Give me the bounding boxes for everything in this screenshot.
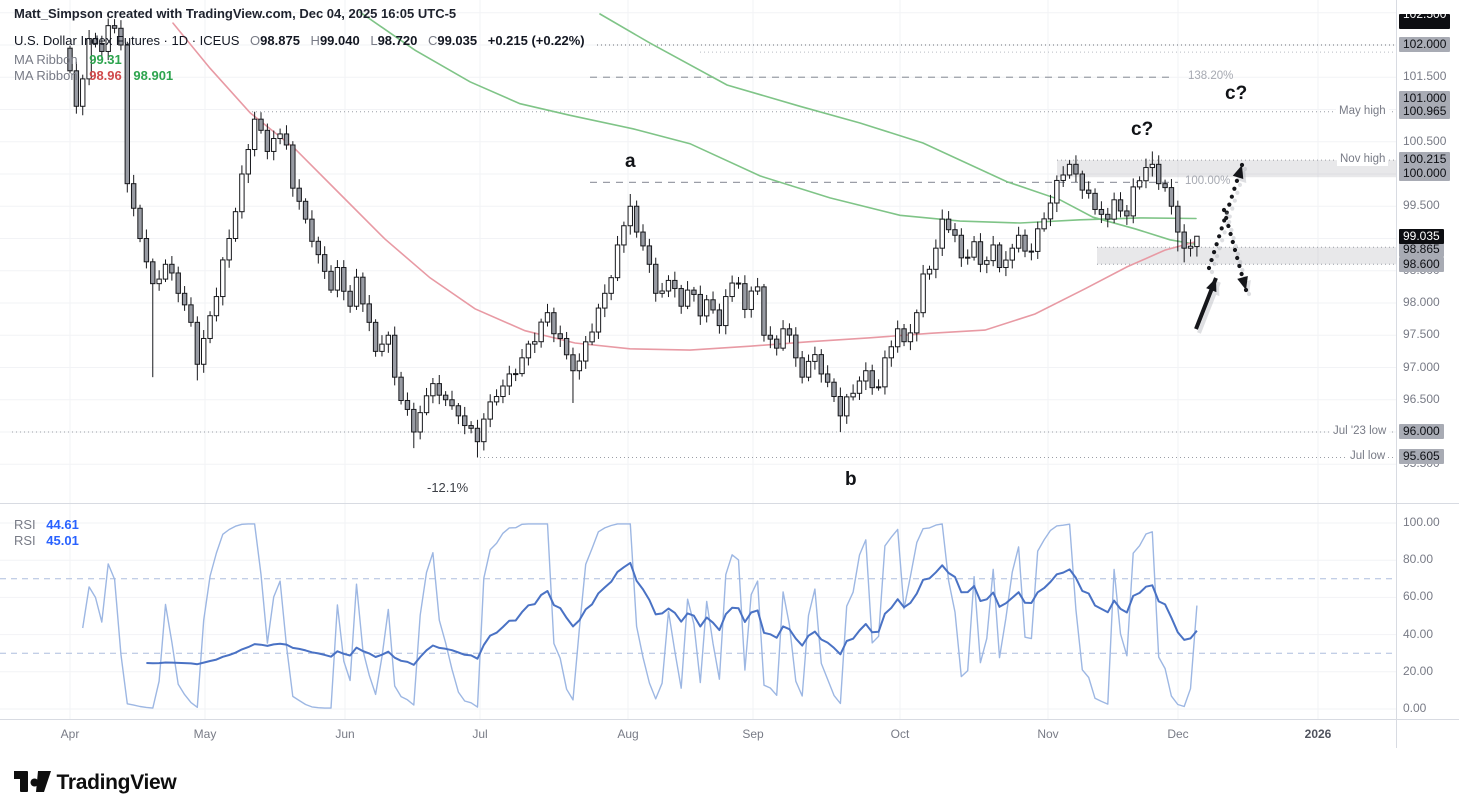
wave-annotation: a <box>625 151 636 172</box>
ma-ribbon-legend-1[interactable]: MA Ribbon 99.31 <box>14 52 122 67</box>
rsi-label: RSI <box>14 533 36 548</box>
time-tick-label: Jul <box>472 727 488 741</box>
ma-green-slow[interactable] <box>599 13 1197 246</box>
price-level-label: 100.000 <box>1399 166 1451 181</box>
low-value: 98.720 <box>377 33 418 48</box>
price-level-label: 100.965 <box>1399 104 1451 119</box>
price-tick-label: 97.500 <box>1403 327 1440 342</box>
rsi-tick-label: 20.00 <box>1403 663 1434 678</box>
rsi-legend-2[interactable]: RSI 45.01 <box>14 533 79 548</box>
change-value: +0.215 (+0.22%) <box>487 33 585 48</box>
level-line-label: May high <box>1336 104 1389 118</box>
level-line-label: Jul '23 low <box>1330 425 1390 438</box>
rsi-tick-label: 40.00 <box>1403 626 1434 641</box>
tradingview-logo-icon <box>14 771 51 792</box>
price-level-label: 102.000 <box>1399 37 1451 52</box>
main-price-pane[interactable] <box>12 11 1397 458</box>
watermark-attribution: Matt_Simpson created with TradingView.co… <box>14 6 457 21</box>
clipped-top-price-label: 102.500 <box>1399 14 1451 29</box>
level-line-label: Jul low <box>1347 450 1389 464</box>
price-level-label: 96.000 <box>1399 424 1444 439</box>
ma-ribbon-label: MA Ribbon <box>14 52 78 67</box>
fib-line-label: 100.00% <box>1185 175 1231 188</box>
price-tick-label: 99.500 <box>1403 198 1440 213</box>
time-tick-label: 2026 <box>1304 727 1332 741</box>
time-tick-label: Aug <box>617 727 639 741</box>
chart-canvas[interactable] <box>0 0 1459 748</box>
candles-series <box>67 18 1200 458</box>
symbol-title[interactable]: U.S. Dollar Index Futures · 1D · ICEUS <box>14 33 240 48</box>
wave-annotation: c? <box>1225 83 1248 104</box>
high-label: H <box>310 33 320 48</box>
ma-ribbon-label: MA Ribbon <box>14 68 78 83</box>
tradingview-logo-text: TradingView <box>56 771 177 794</box>
time-tick-label: May <box>193 727 217 741</box>
rsi-value: 44.61 <box>46 517 79 532</box>
rsi-tick-label: 100.00 <box>1403 515 1440 529</box>
gridlines <box>0 0 1396 719</box>
time-tick-label: Nov <box>1037 727 1059 741</box>
low-label: L <box>370 33 378 48</box>
price-level-label: 101.000 <box>1399 91 1451 106</box>
close-value: 99.035 <box>437 33 478 48</box>
wave-annotation: -12.1% <box>427 480 469 495</box>
ma-green-flat[interactable] <box>359 11 1197 224</box>
rsi-label: RSI <box>14 517 36 532</box>
ma-pink[interactable] <box>172 22 1197 351</box>
tradingview-logo[interactable]: TradingView <box>14 768 177 795</box>
time-tick-label: Sep <box>742 727 764 741</box>
price-tick-label: 96.500 <box>1403 391 1440 406</box>
wave-annotation: b <box>845 469 857 490</box>
open-label: O <box>250 33 261 48</box>
ma-ribbon-value-green: 99.31 <box>89 52 122 67</box>
forecast-arrows <box>1194 162 1252 334</box>
price-tick-label: 97.000 <box>1403 359 1440 374</box>
price-level-label: 98.600 <box>1399 257 1444 272</box>
rsi-tick-label: 60.00 <box>1403 589 1434 604</box>
time-tick-label: Oct <box>890 727 910 741</box>
last-price-label: 99.035 <box>1399 229 1444 244</box>
rsi-tick-label: 80.00 <box>1403 552 1434 567</box>
time-tick-label: Apr <box>60 727 80 741</box>
price-tick-label: 101.500 <box>1403 69 1447 84</box>
rsi-tick-label: 0.00 <box>1403 701 1427 715</box>
high-value: 99.040 <box>319 33 360 48</box>
time-tick-label: Dec <box>1167 727 1189 741</box>
price-level-label: 98.865 <box>1399 242 1444 257</box>
rsi-fast-line <box>82 523 1198 709</box>
symbol-legend-row[interactable]: U.S. Dollar Index Futures · 1D · ICEUS O… <box>14 33 585 48</box>
rsi-legend-1[interactable]: RSI 44.61 <box>14 517 79 532</box>
price-tick-label: 100.500 <box>1403 133 1447 148</box>
close-label: C <box>427 33 438 48</box>
rsi-pane[interactable] <box>0 523 1396 709</box>
wave-annotation: c? <box>1131 119 1154 140</box>
ma-ribbon-legend-2[interactable]: MA Ribbon 98.96 98.901 <box>14 68 173 83</box>
price-level-label: 100.215 <box>1399 152 1451 168</box>
price-tick-label: 98.000 <box>1403 295 1440 309</box>
price-level-label: 95.605 <box>1399 449 1444 465</box>
open-value: 98.875 <box>260 33 300 48</box>
rsi-value: 45.01 <box>46 533 79 548</box>
level-line-label: Nov high <box>1337 153 1389 167</box>
rsi-slow-line <box>146 561 1198 666</box>
time-tick-label: Jun <box>335 727 355 741</box>
highlight-zone-box <box>1097 247 1396 265</box>
ma-ribbon-value-green: 98.901 <box>133 68 174 83</box>
fib-line-label: 138.20% <box>1188 70 1234 83</box>
highlight-zone-box <box>1057 160 1396 178</box>
ma-ribbon-value-red: 98.96 <box>89 68 122 83</box>
